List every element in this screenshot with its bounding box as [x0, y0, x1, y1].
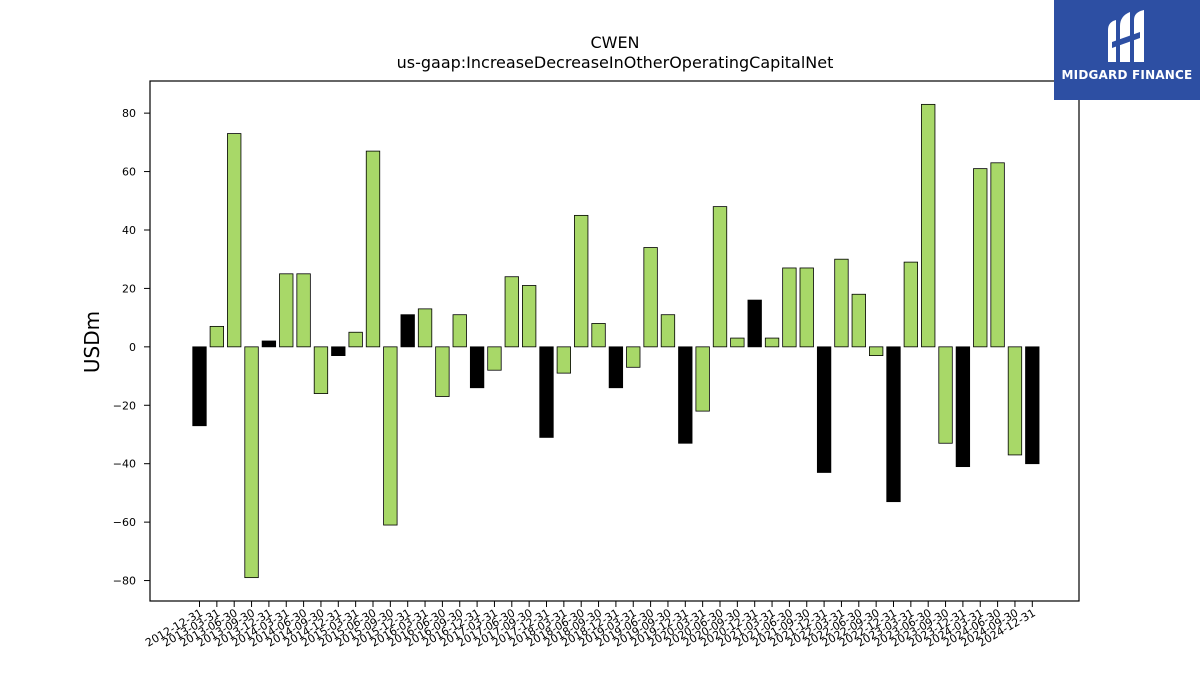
bar-2013-09-30	[244, 346, 259, 579]
bar-2019-03-31	[626, 346, 641, 368]
bar-2023-06-30	[921, 103, 936, 348]
bar-2014-12-31	[331, 346, 346, 356]
y-tick-label: 20	[122, 282, 136, 295]
bar-2021-12-31	[816, 346, 832, 473]
bar-2021-06-30	[782, 267, 797, 348]
bar-2018-03-31	[556, 346, 571, 374]
y-axis-ticks: −80 −60 −40 −20 0 20 40 60 80	[113, 107, 150, 588]
bar-2016-12-31	[469, 346, 485, 389]
bar-2020-09-30	[730, 337, 745, 348]
bar-2017-06-30	[504, 276, 519, 348]
bars-group	[192, 103, 1040, 579]
bar-2017-03-31	[487, 346, 502, 371]
bar-2016-03-31	[417, 308, 433, 348]
bar-2018-12-31	[608, 346, 624, 389]
logo-text: MIDGARD FINANCE	[1061, 68, 1193, 82]
bar-2021-09-30	[799, 267, 814, 348]
bar-2023-12-31	[955, 346, 971, 468]
bar-2024-09-30	[1007, 346, 1023, 456]
bar-2016-06-30	[435, 346, 450, 397]
logo-mark-icon	[1108, 10, 1144, 62]
brand-logo: MIDGARD FINANCE	[1054, 0, 1200, 100]
bar-2020-03-31	[695, 346, 710, 412]
bar-2014-09-30	[313, 346, 329, 394]
bar-2019-12-31	[678, 346, 693, 444]
bar-2014-03-31	[279, 273, 294, 348]
bar-2020-12-31	[747, 299, 762, 348]
chart-title: CWEN	[590, 33, 639, 52]
bar-2024-06-30	[990, 162, 1005, 348]
bar-2013-03-31	[209, 325, 225, 348]
bar-2018-09-30	[591, 323, 606, 348]
bar-2022-06-30	[851, 293, 866, 348]
bar-2014-06-30	[296, 273, 311, 348]
bar-2022-03-31	[834, 258, 849, 348]
bar-2021-03-31	[764, 337, 780, 348]
bar-2015-12-31	[400, 314, 415, 348]
y-tick-label: 40	[122, 224, 136, 237]
y-tick-label: −20	[113, 399, 136, 412]
bar-2018-06-30	[574, 214, 589, 348]
x-axis-ticks: 2012-12-312013-03-312013-06-302013-09-30…	[143, 601, 1038, 650]
plot-frame	[149, 80, 1080, 602]
bar-2013-12-31	[261, 340, 277, 348]
y-tick-label: 80	[122, 107, 136, 120]
bar-2015-03-31	[348, 331, 363, 348]
bar-2019-06-30	[643, 247, 658, 348]
y-tick-label: −80	[113, 575, 136, 588]
bar-2022-09-30	[869, 346, 884, 356]
bar-2015-09-30	[383, 346, 398, 526]
bar-2015-06-30	[365, 150, 381, 348]
bar-2019-09-30	[660, 314, 676, 348]
y-tick-label: 0	[129, 341, 136, 354]
y-axis-label: USDm	[80, 311, 104, 373]
y-tick-label: −40	[113, 458, 136, 471]
bar-2016-09-30	[452, 314, 467, 348]
bar-2023-09-30	[938, 346, 953, 444]
bar-2013-06-30	[227, 133, 242, 348]
bar-2022-12-31	[886, 346, 901, 503]
bar-2017-12-31	[539, 346, 554, 438]
bar-2024-12-31	[1025, 346, 1040, 465]
bar-2020-06-30	[712, 206, 728, 348]
y-tick-label: −60	[113, 516, 136, 529]
y-tick-label: 60	[122, 166, 136, 179]
chart-subtitle: us-gaap:IncreaseDecreaseInOtherOperating…	[397, 53, 834, 72]
bar-2012-12-31	[192, 346, 207, 427]
bar-2024-03-31	[973, 168, 988, 348]
bar-2023-03-31	[903, 261, 918, 348]
bar-2017-09-30	[522, 285, 537, 348]
